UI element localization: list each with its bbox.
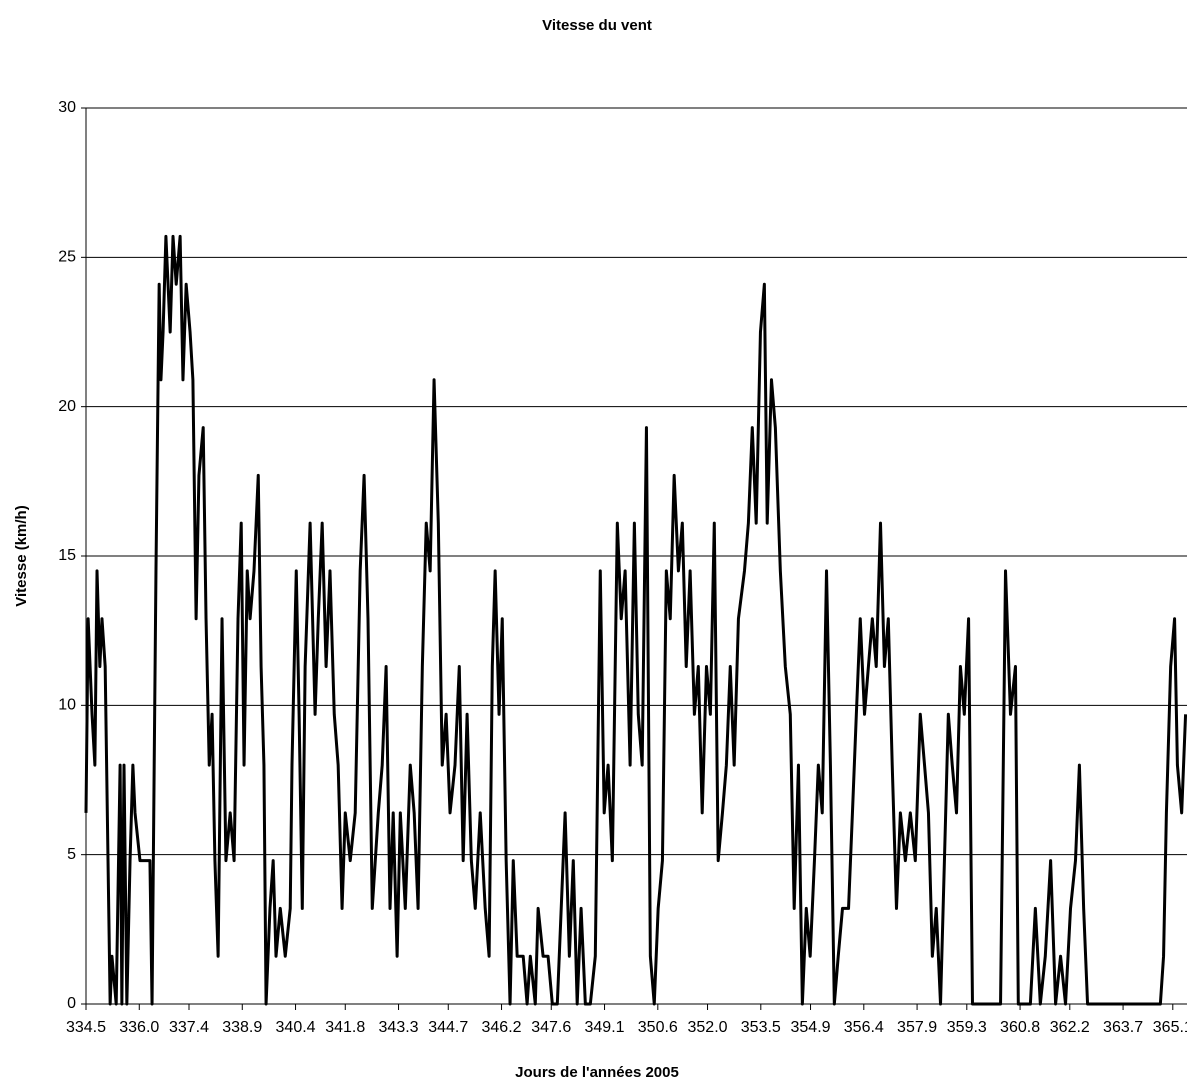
x-tick-label: 353.5 [741,1019,781,1036]
x-tick-label: 359.3 [947,1019,987,1036]
y-tick-label: 0 [67,995,76,1012]
y-tick-label: 15 [58,547,76,564]
x-tick-label: 343.3 [379,1019,419,1036]
x-tick-label: 354.9 [791,1019,831,1036]
x-axis-title: Jours de l'années 2005 [515,1064,679,1081]
y-tick-label: 30 [58,99,76,116]
x-tick-label: 344.7 [428,1019,468,1036]
x-tick-label: 334.5 [66,1019,106,1036]
x-tick-label: 365.1 [1153,1019,1187,1036]
x-tick-label: 352.0 [688,1019,728,1036]
x-tick-label: 337.4 [169,1019,209,1036]
y-tick-label: 20 [58,398,76,415]
y-tick-label: 5 [67,846,76,863]
x-tick-label: 350.6 [638,1019,678,1036]
x-tick-label: 357.9 [897,1019,937,1036]
x-tick-label: 360.8 [1000,1019,1040,1036]
x-tick-label: 336.0 [119,1019,159,1036]
data-line [84,234,1187,1006]
x-tick-label: 340.4 [276,1019,316,1036]
x-tick-label: 341.8 [325,1019,365,1036]
x-tick-label: 347.6 [531,1019,571,1036]
x-tick-label: 356.4 [844,1019,884,1036]
x-tick-label: 346.2 [482,1019,522,1036]
x-tick-label: 362.2 [1050,1019,1090,1036]
y-axis-title: Vitesse (km/h) [13,505,30,606]
x-tick-label: 338.9 [222,1019,262,1036]
x-tick-label: 363.7 [1103,1019,1143,1036]
x-tick-label: 349.1 [585,1019,625,1036]
y-tick-label: 10 [58,697,76,714]
y-tick-label: 25 [58,249,76,266]
chart-title: Vitesse du vent [542,17,652,34]
